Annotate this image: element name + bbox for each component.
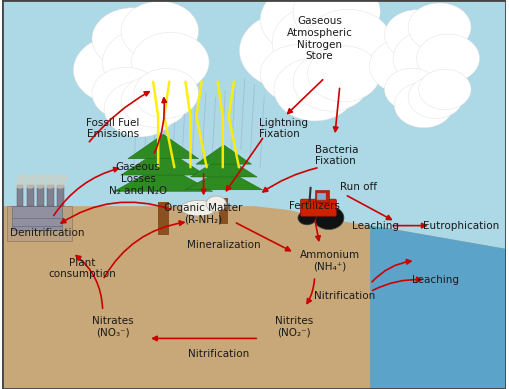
Circle shape bbox=[298, 211, 316, 225]
Text: Leaching: Leaching bbox=[352, 221, 399, 231]
Circle shape bbox=[17, 174, 27, 182]
Text: Run off: Run off bbox=[340, 182, 377, 192]
Text: Fossil Fuel
Emissions: Fossil Fuel Emissions bbox=[86, 117, 139, 139]
Bar bbox=[47, 185, 54, 206]
Circle shape bbox=[55, 181, 65, 189]
Polygon shape bbox=[2, 206, 506, 389]
Circle shape bbox=[58, 174, 68, 182]
Circle shape bbox=[393, 31, 465, 86]
Text: Lightning
Fixation: Lightning Fixation bbox=[259, 117, 308, 139]
Text: Nitrification: Nitrification bbox=[188, 349, 249, 359]
Circle shape bbox=[134, 68, 199, 118]
Bar bbox=[7, 206, 72, 241]
Circle shape bbox=[293, 0, 380, 45]
Bar bbox=[17, 185, 23, 206]
Circle shape bbox=[239, 12, 340, 89]
Circle shape bbox=[384, 68, 440, 111]
Bar bbox=[57, 185, 64, 206]
Circle shape bbox=[314, 206, 344, 230]
Circle shape bbox=[27, 174, 38, 182]
Circle shape bbox=[260, 0, 351, 54]
Text: Leaching: Leaching bbox=[412, 275, 459, 285]
Circle shape bbox=[92, 67, 160, 119]
Circle shape bbox=[45, 181, 55, 189]
Circle shape bbox=[104, 81, 177, 137]
Text: Fertilizers: Fertilizers bbox=[289, 201, 340, 211]
Circle shape bbox=[131, 32, 209, 92]
Ellipse shape bbox=[181, 200, 216, 216]
Circle shape bbox=[48, 174, 58, 182]
Polygon shape bbox=[370, 226, 506, 389]
Circle shape bbox=[394, 82, 454, 128]
Circle shape bbox=[274, 58, 356, 121]
Bar bbox=[315, 190, 329, 202]
Circle shape bbox=[408, 76, 463, 119]
Circle shape bbox=[15, 181, 25, 189]
Text: Bacteria
Fixation: Bacteria Fixation bbox=[315, 145, 358, 166]
Text: Gaseous
Losses
N₂ and N₂O: Gaseous Losses N₂ and N₂O bbox=[109, 162, 167, 196]
Circle shape bbox=[92, 8, 173, 70]
Polygon shape bbox=[196, 145, 251, 164]
Circle shape bbox=[418, 69, 471, 110]
Text: Ammonium
(NH₄⁺): Ammonium (NH₄⁺) bbox=[300, 250, 360, 272]
Text: Eutrophication: Eutrophication bbox=[423, 221, 499, 231]
Text: Denitrification: Denitrification bbox=[10, 228, 84, 238]
Circle shape bbox=[307, 46, 380, 102]
Circle shape bbox=[416, 34, 479, 82]
Bar bbox=[12, 206, 62, 230]
Polygon shape bbox=[114, 164, 213, 191]
Bar bbox=[27, 185, 34, 206]
Text: Organic Matter
(R-NH₂): Organic Matter (R-NH₂) bbox=[164, 203, 243, 225]
Circle shape bbox=[260, 44, 336, 103]
Text: Plant
consumption: Plant consumption bbox=[49, 258, 117, 279]
Circle shape bbox=[305, 9, 392, 76]
Circle shape bbox=[272, 4, 372, 81]
Text: Nitrites
(NO₂⁻): Nitrites (NO₂⁻) bbox=[275, 316, 314, 338]
Bar bbox=[37, 185, 44, 206]
Bar bbox=[219, 198, 228, 224]
Text: Mineralization: Mineralization bbox=[187, 240, 261, 250]
Circle shape bbox=[121, 75, 189, 127]
Bar bbox=[317, 193, 326, 200]
Text: Nitrates
(NO₃⁻): Nitrates (NO₃⁻) bbox=[92, 316, 133, 338]
Polygon shape bbox=[128, 134, 199, 159]
Circle shape bbox=[25, 181, 35, 189]
Circle shape bbox=[73, 36, 162, 104]
Circle shape bbox=[370, 38, 441, 94]
FancyBboxPatch shape bbox=[300, 199, 336, 216]
Circle shape bbox=[408, 3, 471, 51]
Text: Gaseous
Atmospheric
Nitrogen
Store: Gaseous Atmospheric Nitrogen Store bbox=[287, 16, 353, 61]
Polygon shape bbox=[121, 148, 206, 175]
Text: Nitrification: Nitrification bbox=[314, 291, 376, 301]
Circle shape bbox=[384, 10, 450, 60]
Polygon shape bbox=[190, 156, 257, 177]
Bar bbox=[158, 202, 169, 235]
Circle shape bbox=[206, 196, 227, 212]
Polygon shape bbox=[185, 168, 263, 190]
Circle shape bbox=[293, 52, 370, 111]
Circle shape bbox=[102, 28, 191, 96]
Circle shape bbox=[35, 181, 45, 189]
Circle shape bbox=[38, 174, 48, 182]
Circle shape bbox=[121, 1, 199, 61]
